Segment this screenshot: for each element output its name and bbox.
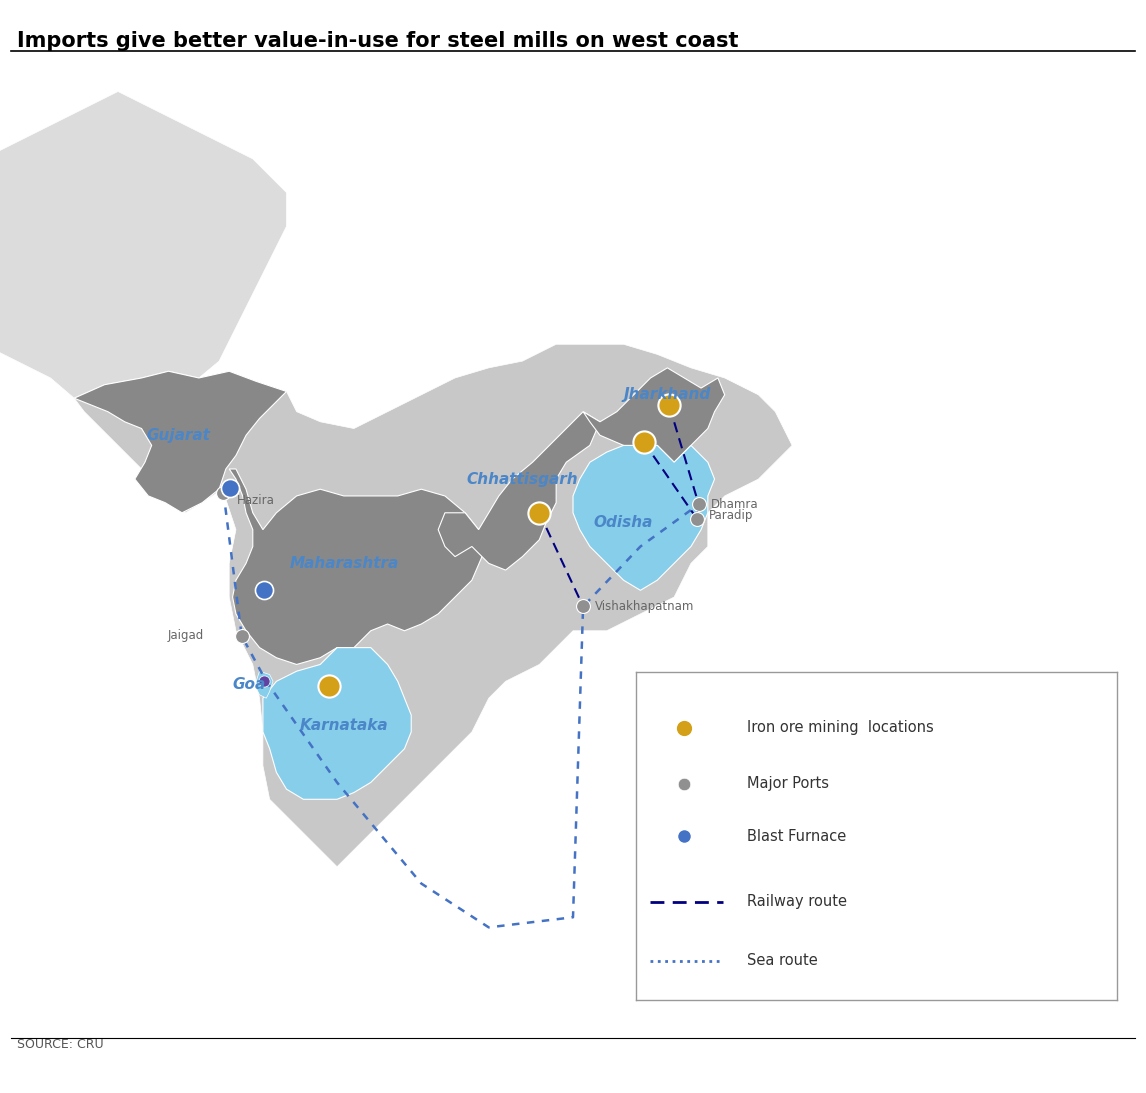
- Text: Blast Furnace: Blast Furnace: [747, 828, 846, 844]
- Text: Odisha: Odisha: [594, 516, 653, 530]
- Text: Karnataka: Karnataka: [299, 718, 388, 732]
- Polygon shape: [0, 92, 286, 398]
- Text: Chhattisgarh: Chhattisgarh: [466, 471, 579, 486]
- Polygon shape: [262, 648, 411, 799]
- Text: Iron ore mining  locations: Iron ore mining locations: [747, 720, 934, 736]
- Text: Dhamra: Dhamra: [711, 498, 759, 510]
- Text: Gujarat: Gujarat: [147, 427, 211, 443]
- Text: Jaigad: Jaigad: [167, 630, 204, 643]
- Text: Major Ports: Major Ports: [747, 776, 829, 791]
- Text: Imports give better value-in-use for steel mills on west coast: Imports give better value-in-use for ste…: [17, 31, 739, 50]
- Polygon shape: [74, 344, 792, 867]
- Text: Hazira: Hazira: [237, 494, 275, 507]
- Text: Paradip: Paradip: [709, 509, 753, 522]
- Polygon shape: [573, 445, 715, 590]
- Text: Sea route: Sea route: [747, 953, 817, 968]
- Text: SOURCE: CRU: SOURCE: CRU: [17, 1038, 104, 1051]
- Polygon shape: [438, 412, 601, 571]
- Text: Maharashtra: Maharashtra: [289, 556, 399, 571]
- Text: Railway route: Railway route: [747, 894, 847, 909]
- Polygon shape: [229, 469, 482, 665]
- Text: Goa: Goa: [233, 678, 266, 692]
- Text: Vishakhapatnam: Vishakhapatnam: [595, 600, 694, 613]
- Polygon shape: [257, 671, 273, 698]
- Polygon shape: [583, 368, 724, 462]
- Polygon shape: [74, 372, 286, 513]
- Text: Jharkhand: Jharkhand: [623, 387, 711, 402]
